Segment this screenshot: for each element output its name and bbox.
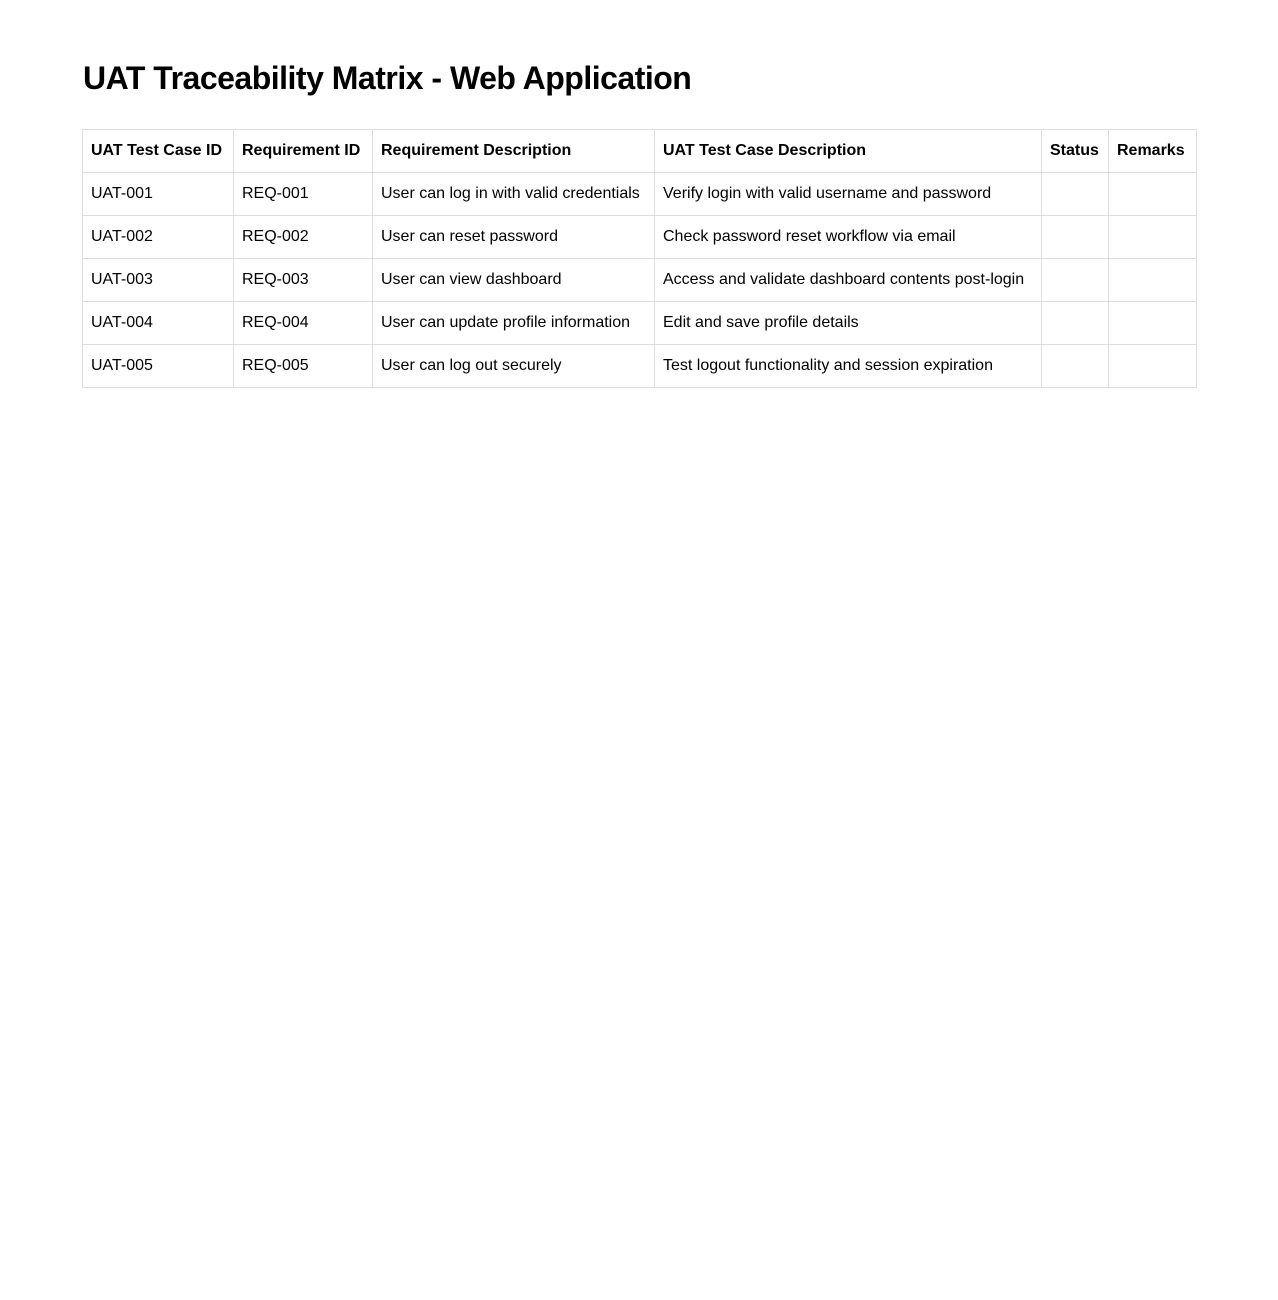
table-cell	[1041, 301, 1109, 345]
table-cell	[1041, 172, 1109, 216]
table-cell	[1108, 301, 1197, 345]
table-cell	[1108, 344, 1197, 388]
traceability-table: UAT Test Case ID Requirement ID Requiremen…	[82, 129, 1197, 388]
table-cell: UAT-004	[82, 301, 234, 345]
table-cell: REQ-001	[233, 172, 373, 216]
table-cell	[1041, 344, 1109, 388]
column-header: Status	[1041, 129, 1109, 173]
table-cell: User can log out securely	[372, 344, 655, 388]
column-header: Remarks	[1108, 129, 1197, 173]
table-cell	[1041, 215, 1109, 259]
table-cell	[1108, 258, 1197, 302]
table-cell: Access and validate dashboard contents p…	[654, 258, 1042, 302]
table-cell: Check password reset workflow via email	[654, 215, 1042, 259]
column-header: UAT Test Case ID	[82, 129, 234, 173]
table-cell: Edit and save profile details	[654, 301, 1042, 345]
table-cell	[1108, 215, 1197, 259]
table-row: UAT-004 REQ-004 User can update profile in…	[82, 301, 1197, 345]
table-cell: REQ-004	[233, 301, 373, 345]
table-cell: REQ-003	[233, 258, 373, 302]
column-header: Requirement ID	[233, 129, 373, 173]
table-cell: User can reset password	[372, 215, 655, 259]
table-row: UAT-005 REQ-005 User can log out securely T…	[82, 344, 1197, 388]
table-cell: UAT-003	[82, 258, 234, 302]
page-title: UAT Traceability Matrix - Web Applicatio…	[83, 60, 692, 96]
table-cell: UAT-002	[82, 215, 234, 259]
table-cell: User can view dashboard	[372, 258, 655, 302]
table-row: UAT-003 REQ-003 User can view dashboard Acc…	[82, 258, 1197, 302]
table-cell	[1041, 258, 1109, 302]
header-row: UAT Test Case ID Requirement ID Requiremen…	[82, 129, 1197, 173]
table-cell: User can log in with valid credentials	[372, 172, 655, 216]
table-cell: REQ-005	[233, 344, 373, 388]
table-cell: Test logout functionality and session ex…	[654, 344, 1042, 388]
table-cell: User can update profile information	[372, 301, 655, 345]
table-row: UAT-002 REQ-002 User can reset password Che…	[82, 215, 1197, 259]
table-cell: UAT-001	[82, 172, 234, 216]
table-row: UAT-001 REQ-001 User can log in with valid…	[82, 172, 1197, 216]
column-header: UAT Test Case Description	[654, 129, 1042, 173]
table-cell: UAT-005	[82, 344, 234, 388]
column-header: Requirement Description	[372, 129, 655, 173]
table-cell: REQ-002	[233, 215, 373, 259]
table-cell: Verify login with valid username and pas…	[654, 172, 1042, 216]
table-cell	[1108, 172, 1197, 216]
